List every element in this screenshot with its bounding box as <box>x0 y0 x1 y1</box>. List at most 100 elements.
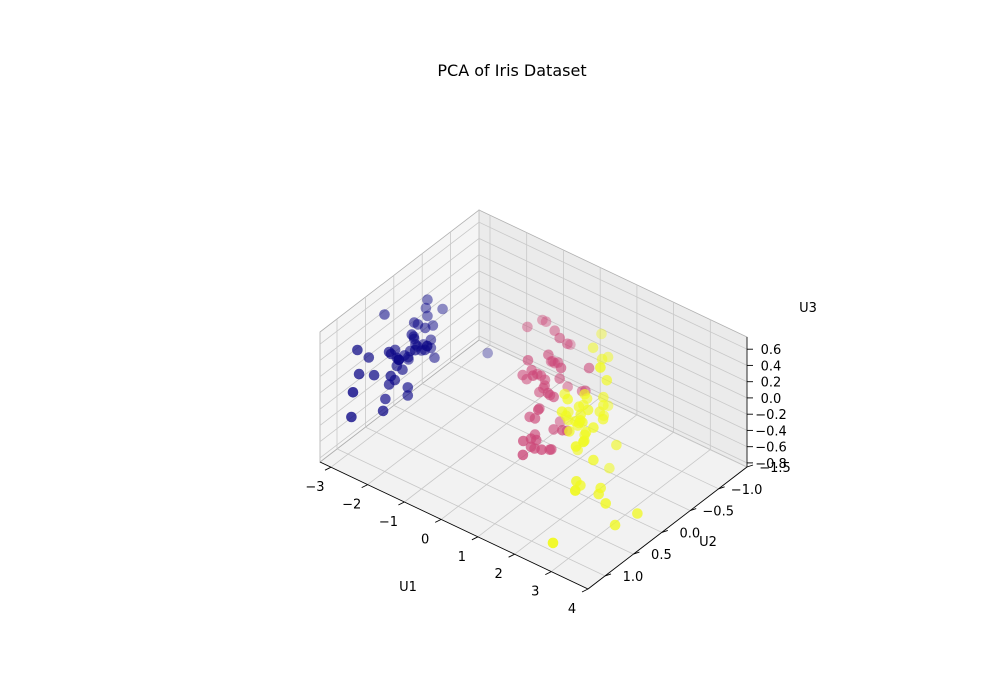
scatter-point-series-2 <box>542 387 554 399</box>
x-tick-label: −1 <box>379 515 398 530</box>
scatter-point-series-2 <box>533 404 544 416</box>
scatter-point-series-3 <box>587 342 599 354</box>
scatter-point-series-1 <box>482 347 494 359</box>
x-tick-mark <box>471 536 479 541</box>
x-tick-mark <box>324 466 332 471</box>
y-tick-mark <box>746 464 754 468</box>
scatter-point-series-3 <box>575 415 586 426</box>
y-tick-mark <box>661 529 668 533</box>
scatter-point-series-3 <box>547 537 559 549</box>
scatter-point-series-1 <box>409 344 421 356</box>
y-axis-label: U2 <box>699 535 717 550</box>
x-tick-mark <box>398 501 405 506</box>
scatter-point-series-1 <box>422 310 433 322</box>
z-grid-line-back <box>478 270 748 399</box>
z-tick-label: 0.0 <box>761 392 782 407</box>
z-grid-line-left <box>319 270 480 394</box>
z-grid-line-back <box>478 319 748 448</box>
z-grid-line-back <box>478 221 748 350</box>
scatter-point-series-2 <box>522 355 534 366</box>
y-axis-line <box>587 466 748 590</box>
x-grid-line-floor <box>551 449 711 572</box>
scatter-point-series-1 <box>402 382 414 393</box>
z-grid-line-left <box>319 254 480 378</box>
scatter-point-series-2 <box>535 370 547 382</box>
x-tick-mark <box>434 518 442 523</box>
scatter-point-series-2 <box>518 435 529 447</box>
x-grid-line-floor <box>477 414 638 538</box>
x-tick-label: 1 <box>458 550 466 565</box>
scatter-point-series-1 <box>377 405 389 417</box>
x-tick-label: 0 <box>421 532 429 547</box>
scatter-point-series-1 <box>391 360 403 372</box>
x-tick-label: 4 <box>568 602 576 617</box>
y-tick-label: 0.0 <box>679 526 700 541</box>
scatter-point-series-3 <box>588 422 599 433</box>
scatter-point-series-3 <box>604 462 615 474</box>
data-points <box>346 294 643 549</box>
scatter-point-series-2 <box>529 413 541 424</box>
scatter-point-series-1 <box>419 322 431 334</box>
scatter-point-series-3 <box>600 498 611 509</box>
scatter-point-series-1 <box>379 309 390 320</box>
x-tick-mark <box>581 588 589 593</box>
scatter-point-series-3 <box>598 400 609 411</box>
z-grid-line-back <box>478 238 748 366</box>
scatter-point-series-1 <box>406 329 418 340</box>
z-tick-label: 0.4 <box>761 359 782 374</box>
scatter-point-series-2 <box>543 349 554 361</box>
z-tick-label: 0.6 <box>761 343 782 358</box>
z-tick-label: 0.2 <box>761 376 782 391</box>
scatter-point-series-2 <box>548 424 559 435</box>
scatter-point-series-2 <box>522 321 533 333</box>
scatter-point-series-3 <box>570 485 581 496</box>
scatter-point-series-1 <box>385 370 397 382</box>
scatter-point-series-2 <box>583 362 595 374</box>
x-axis-line <box>319 461 589 590</box>
z-grid-line-left <box>319 238 480 361</box>
z-grid-line-left <box>319 221 480 345</box>
scatter-point-series-1 <box>368 369 380 381</box>
x-grid-line-floor <box>404 379 564 503</box>
y-grid-line-floor <box>422 383 691 511</box>
scatter-point-series-1 <box>419 344 431 356</box>
scatter-point-series-3 <box>601 375 613 386</box>
y-tick-label: −0.5 <box>702 505 734 520</box>
scatter-point-series-3 <box>595 362 606 373</box>
x-tick-mark <box>361 484 368 489</box>
scatter-point-series-3 <box>588 454 599 466</box>
scatter-point-series-3 <box>598 391 609 403</box>
axis-lines <box>319 337 748 590</box>
scatter-point-series-3 <box>571 476 582 487</box>
scatter-point-series-2 <box>546 444 557 455</box>
x-grid-line-floor <box>367 362 527 485</box>
scatter-point-series-3 <box>632 508 643 519</box>
scatter-point-series-2 <box>555 362 567 374</box>
scatter-point-series-3 <box>582 404 594 416</box>
scatter-point-series-2 <box>517 369 528 381</box>
scatter-point-series-1 <box>352 344 363 356</box>
scatter-point-series-1 <box>347 387 359 398</box>
scatter-point-series-1 <box>425 334 437 346</box>
scatter-point-series-3 <box>597 413 609 425</box>
x-tick-label: −3 <box>305 480 324 495</box>
scatter-point-series-2 <box>517 449 529 461</box>
scatter-point-series-3 <box>556 406 568 418</box>
y-tick-mark <box>633 551 640 555</box>
z-tick-label: −0.4 <box>755 424 787 439</box>
scatter-point-series-1 <box>402 390 414 401</box>
y-grid-line-floor <box>365 426 634 555</box>
z-grid-line-left <box>319 335 480 459</box>
y-tick-mark <box>604 573 612 577</box>
scatter-point-series-1 <box>380 393 391 405</box>
scatter-point-series-1 <box>346 411 357 423</box>
z-axis-label: U3 <box>799 301 817 316</box>
axis-ticks: −3−2−101234−1.5−1.0−0.50.00.51.0−0.8−0.6… <box>305 343 790 617</box>
scatter-point-series-3 <box>611 439 622 451</box>
x-axis-label: U1 <box>399 580 417 595</box>
scatter-point-series-1 <box>429 352 440 364</box>
x-tick-mark <box>508 553 515 558</box>
scatter-point-series-2 <box>537 314 548 326</box>
scatter-point-series-3 <box>578 436 589 448</box>
